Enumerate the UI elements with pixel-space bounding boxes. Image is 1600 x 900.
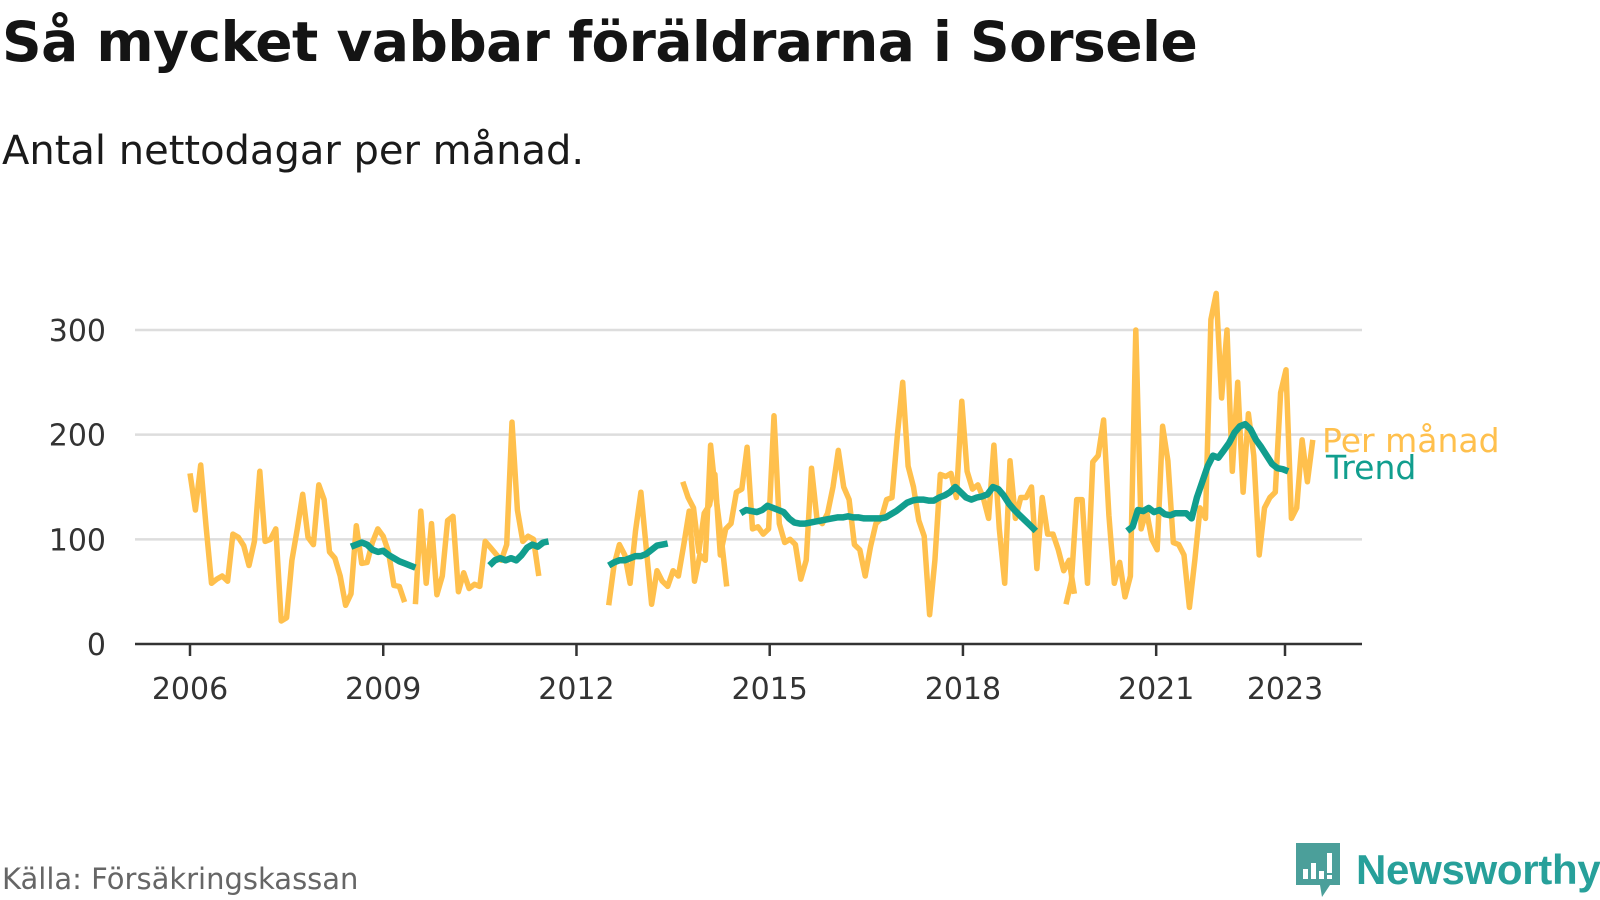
x-tick-label: 2023 bbox=[1247, 672, 1323, 707]
series-per-manad-line bbox=[605, 442, 730, 607]
series-lines bbox=[187, 290, 1316, 624]
y-tick-label: 300 bbox=[49, 314, 106, 349]
x-axis: 2006 2009 2012 2015 2018 2021 2023 bbox=[135, 642, 1362, 707]
chart-subtitle: Antal nettodagar per månad. bbox=[2, 128, 585, 174]
series-per-manad-line bbox=[187, 462, 408, 624]
chart-title: Så mycket vabbar föräldrarna i Sorsele bbox=[2, 10, 1198, 74]
y-tick-label: 0 bbox=[87, 628, 106, 663]
x-tick-label: 2018 bbox=[925, 672, 1001, 707]
series-label-trend: Trend bbox=[1325, 448, 1416, 487]
y-axis-ticks: 0 100 200 300 bbox=[49, 314, 106, 663]
series-per-manad-line bbox=[680, 379, 1078, 618]
brand-name: Newsworthy bbox=[1356, 846, 1600, 893]
x-tick-label: 2012 bbox=[538, 672, 614, 707]
y-tick-label: 200 bbox=[49, 419, 106, 454]
series-trend-line bbox=[349, 539, 417, 571]
x-tick-label: 2009 bbox=[345, 672, 421, 707]
source-note: Källa: Försäkringskassan bbox=[2, 862, 359, 896]
series-trend-line bbox=[487, 538, 550, 568]
x-tick-label: 2015 bbox=[732, 672, 808, 707]
series-label-per-manad: Per månad bbox=[1322, 421, 1500, 460]
series-trend-line bbox=[607, 540, 669, 569]
series-per-manad-line bbox=[1063, 290, 1316, 611]
brand-logo[interactable]: Newsworthy bbox=[1292, 840, 1600, 900]
series-trend-line bbox=[1125, 420, 1290, 534]
y-tick-label: 100 bbox=[49, 523, 106, 558]
x-tick-label: 2006 bbox=[152, 672, 228, 707]
newsworthy-logo-icon bbox=[1296, 843, 1340, 897]
series-per-manad-line bbox=[412, 419, 542, 605]
series-trend-line bbox=[739, 483, 1039, 534]
x-tick-label: 2021 bbox=[1118, 672, 1194, 707]
